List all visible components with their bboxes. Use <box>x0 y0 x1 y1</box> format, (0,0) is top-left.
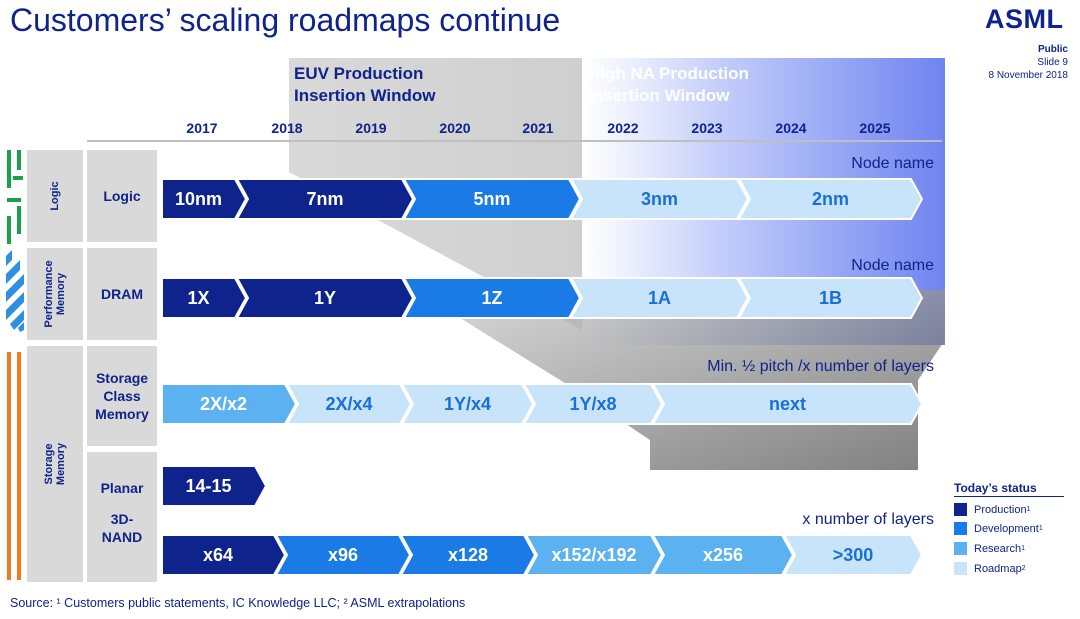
legend-swatch <box>954 542 967 555</box>
chevron-research <box>651 534 795 576</box>
chevron-roadmap <box>651 383 924 425</box>
category-logic: Logic <box>27 150 83 242</box>
category-storage-memory: Storage Memory <box>27 346 83 582</box>
year-label: 2021 <box>522 120 554 136</box>
row-label-storage-class-memory: Storage Class Memory <box>87 346 157 446</box>
storage-category-icon <box>7 352 21 580</box>
planar-label: Planar <box>100 480 144 496</box>
chevron-roadmap <box>737 178 924 220</box>
chevron-label: 10nm <box>175 189 222 209</box>
chevron-production <box>235 277 415 319</box>
chevron-label: x256 <box>703 545 743 565</box>
chevron-label: 2X/x2 <box>200 394 247 414</box>
classification-label: Public <box>1037 44 1068 55</box>
memory-category-icon <box>6 250 24 332</box>
chevron-label: x64 <box>203 545 233 565</box>
row-label-planar-3d-nand: Planar 3D- NAND <box>87 452 157 582</box>
year-label: 2023 <box>691 120 723 136</box>
page-title: Customers’ scaling roadmaps continue <box>10 2 561 38</box>
slide-date: 8 November 2018 <box>988 70 1069 81</box>
chevron-label: 1Y/x4 <box>444 394 491 414</box>
chevron-research <box>161 383 298 425</box>
asml-logo: ASML <box>985 4 1064 34</box>
legend-item-development: Development 1 <box>954 522 1043 535</box>
chevron-production <box>235 178 415 220</box>
3d-nand-label: 3D- NAND <box>101 511 143 545</box>
chevron-label: 2nm <box>812 189 849 209</box>
chevron-production <box>161 178 248 220</box>
row-label-dram: DRAM <box>87 248 157 340</box>
note-number-of-layers: x number of layers <box>802 511 934 528</box>
chevron-development <box>399 534 537 576</box>
legend-item-production: Production 1 <box>954 503 1031 516</box>
chevron-roadmap <box>400 383 535 425</box>
row-label-logic: Logic <box>87 150 157 242</box>
year-label: 2019 <box>355 120 387 136</box>
chevron-label: 1Y <box>314 288 336 308</box>
chevron-research <box>524 534 664 576</box>
chevron-label: 2X/x4 <box>325 394 372 414</box>
chevron-label: 7nm <box>306 189 343 209</box>
chevron-development <box>274 534 412 576</box>
legend-swatch <box>954 503 967 516</box>
chevron-label: next <box>769 394 806 414</box>
logic-category-icon <box>7 150 23 244</box>
legend-swatch <box>954 522 967 535</box>
year-label: 2017 <box>186 120 218 136</box>
category-icon-strips <box>6 150 24 580</box>
note-node-name-logic: Node name <box>851 155 934 172</box>
year-axis-line <box>87 140 942 142</box>
legend-swatch <box>954 562 967 575</box>
chevron-label: 5nm <box>473 189 510 209</box>
chevron-label: 1Y/x8 <box>569 394 616 414</box>
chevron-label: 14-15 <box>185 476 231 496</box>
chevron-label: 1B <box>819 288 842 308</box>
chevron-label: x152/x192 <box>551 545 636 565</box>
chevron-label: x96 <box>328 545 358 565</box>
euv-window-label: EUV Production Insertion Window <box>294 64 436 105</box>
chevron-production <box>161 534 287 576</box>
chevron-roadmap <box>737 277 924 319</box>
year-label: 2018 <box>271 120 303 136</box>
year-label: 2025 <box>859 120 891 136</box>
year-label: 2020 <box>439 120 471 136</box>
chevron-label: 1A <box>648 288 671 308</box>
note-pitch-layers: Min. ½ pitch /x number of layers <box>707 358 934 375</box>
category-performance-memory: Performance Memory <box>27 248 83 340</box>
chevron-development <box>402 178 582 220</box>
year-label: 2024 <box>775 120 807 136</box>
year-label: 2022 <box>607 120 639 136</box>
slide-number: Slide 9 <box>1037 57 1068 68</box>
chevron-label: 1X <box>187 288 209 308</box>
chevron-label: x128 <box>448 545 488 565</box>
chevron-label: >300 <box>833 545 874 565</box>
chevron-roadmap <box>569 277 750 319</box>
legend-item-roadmap: Roadmap 2 <box>954 562 1026 575</box>
legend-item-research: Research 1 <box>954 542 1025 555</box>
chevron-roadmap <box>569 178 750 220</box>
chevron-label: 3nm <box>641 189 678 209</box>
source-footnote: Source: ¹ Customers public statements, I… <box>10 596 466 610</box>
chevron-development <box>402 277 582 319</box>
chevron-roadmap <box>782 534 924 576</box>
chevron-roadmap <box>285 383 413 425</box>
legend-title: Today’s status <box>954 481 1064 497</box>
chevron-production <box>161 277 248 319</box>
chevron-roadmap <box>522 383 664 425</box>
chevron-label: 1Z <box>481 288 502 308</box>
high-na-window-label: High NA Production Insertion Window <box>588 64 749 105</box>
chevron-production <box>161 465 268 507</box>
note-node-name-dram: Node name <box>851 257 934 274</box>
